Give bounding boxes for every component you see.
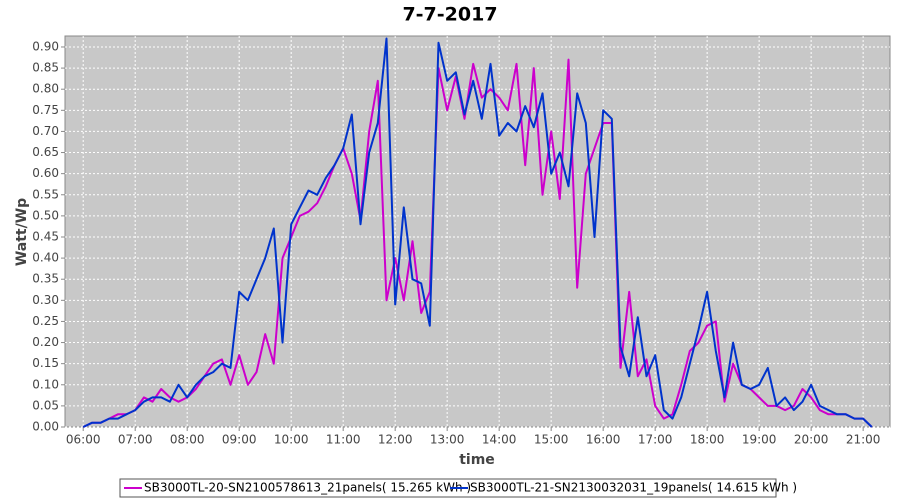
plot-area <box>64 35 891 428</box>
x-tick-label: 15:00 <box>534 433 569 447</box>
y-tick-label: 0.75 <box>32 103 59 117</box>
x-tick-label: 07:00 <box>118 433 153 447</box>
x-axis-label: time <box>459 452 495 468</box>
x-tick-label: 17:00 <box>638 433 673 447</box>
x-tick-label: 06:00 <box>66 433 101 447</box>
legend-label: SB3000TL-20-SN2100578613_21panels( 15.26… <box>144 481 471 495</box>
x-tick-label: 20:00 <box>794 433 829 447</box>
y-tick-label: 0.35 <box>32 272 59 286</box>
series-line <box>82 37 873 428</box>
y-tick-label: 0.20 <box>32 335 59 349</box>
y-tick-label: 0.80 <box>32 82 59 96</box>
y-axis-label: Watt/Wp <box>14 198 30 266</box>
y-tick-label: 0.05 <box>32 398 59 412</box>
y-tick-label: 0.70 <box>32 124 59 138</box>
y-tick-label: 0.45 <box>32 229 59 243</box>
x-tick-label: 11:00 <box>326 433 361 447</box>
x-tick-label: 10:00 <box>274 433 309 447</box>
legend <box>119 478 777 498</box>
y-tick-label: 0.15 <box>32 356 59 370</box>
x-tick-label: 08:00 <box>170 433 205 447</box>
y-tick-label: 0.90 <box>32 39 59 53</box>
x-tick-label: 12:00 <box>378 433 413 447</box>
y-tick-label: 0.10 <box>32 377 59 391</box>
x-tick-label: 16:00 <box>586 433 621 447</box>
x-tick-label: 13:00 <box>430 433 465 447</box>
y-tick-label: 0.00 <box>32 420 59 434</box>
x-tick-label: 19:00 <box>742 433 777 447</box>
y-tick-label: 0.65 <box>32 145 59 159</box>
y-tick-label: 0.60 <box>32 166 59 180</box>
y-tick-label: 0.50 <box>32 208 59 222</box>
x-tick-label: 09:00 <box>222 433 257 447</box>
x-tick-label: 18:00 <box>690 433 725 447</box>
y-tick-label: 0.40 <box>32 251 59 265</box>
x-tick-label: 14:00 <box>482 433 517 447</box>
legend-label: SB3000TL-21-SN2130032031_19panels( 14.61… <box>470 481 797 495</box>
y-tick-label: 0.55 <box>32 187 59 201</box>
y-tick-label: 0.85 <box>32 61 59 75</box>
y-tick-label: 0.30 <box>32 293 59 307</box>
x-tick-label: 21:00 <box>846 433 881 447</box>
y-tick-label: 0.25 <box>32 314 59 328</box>
chart-title: 7-7-2017 <box>402 4 497 26</box>
